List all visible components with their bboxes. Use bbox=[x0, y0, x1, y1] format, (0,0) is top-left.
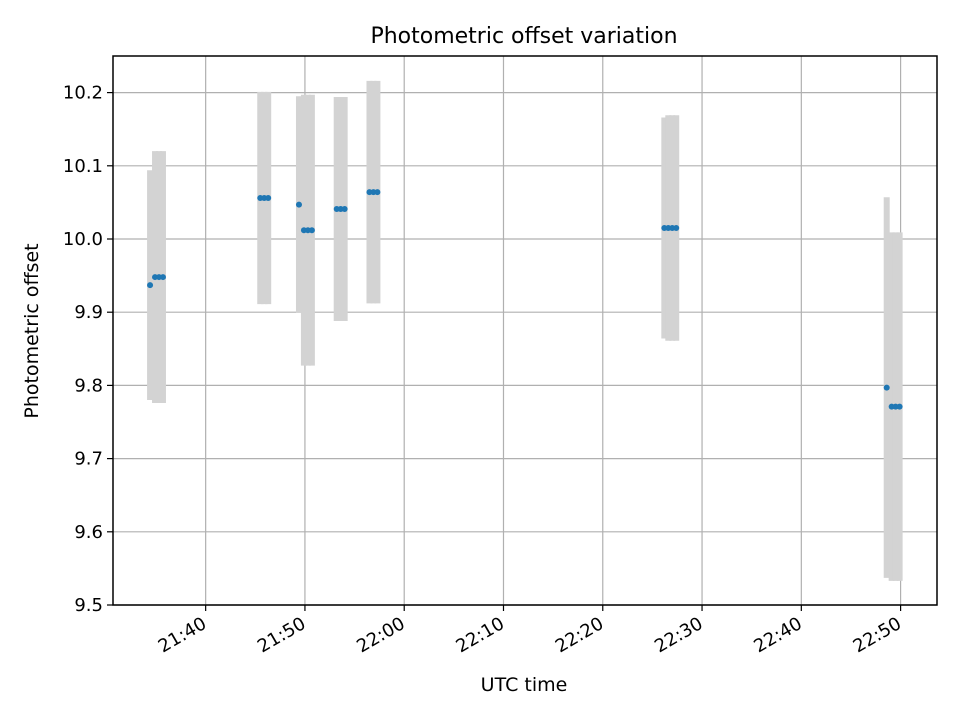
y-tick-label: 9.9 bbox=[74, 302, 103, 323]
data-point bbox=[883, 384, 890, 391]
y-tick-label: 10.2 bbox=[63, 83, 103, 104]
chart-title: Photometric offset variation bbox=[370, 24, 677, 49]
data-point bbox=[295, 201, 302, 208]
data-point bbox=[308, 227, 315, 234]
y-tick-label: 9.6 bbox=[74, 522, 103, 543]
y-tick-label: 9.5 bbox=[74, 595, 103, 616]
data-point bbox=[673, 225, 680, 232]
y-tick-label: 9.8 bbox=[74, 375, 103, 396]
data-point bbox=[896, 403, 903, 410]
data-point bbox=[147, 282, 154, 289]
y-axis-label: Photometric offset bbox=[21, 243, 43, 418]
data-point bbox=[341, 205, 348, 212]
data-points bbox=[147, 189, 903, 410]
y-axis-ticks: 9.5 9.6 9.7 9.8 9.9 10.0 10.1 10.2 bbox=[63, 83, 113, 616]
data-point bbox=[374, 189, 381, 196]
plot-frame bbox=[112, 55, 938, 606]
y-tick-label: 10.1 bbox=[63, 156, 103, 177]
data-point bbox=[159, 274, 166, 281]
data-point bbox=[265, 195, 272, 202]
x-axis-label: UTC time bbox=[481, 674, 568, 696]
y-tick-label: 9.7 bbox=[74, 449, 103, 470]
y-tick-label: 10.0 bbox=[63, 229, 103, 250]
grid bbox=[113, 56, 937, 606]
